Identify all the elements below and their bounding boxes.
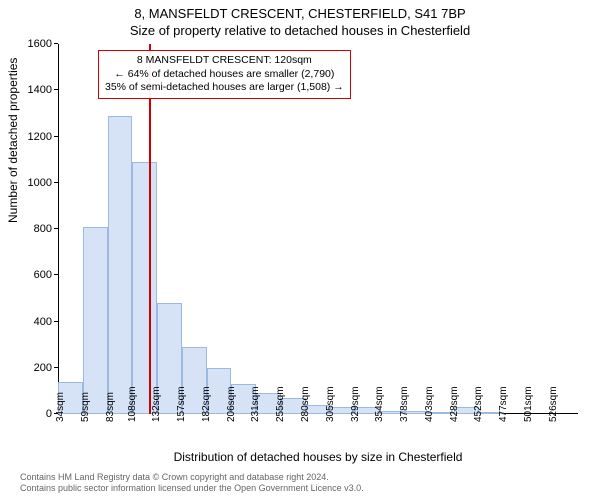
y-tick-label: 1000 (28, 177, 52, 189)
y-tick-label: 200 (34, 362, 52, 374)
y-tick-label: 1200 (28, 131, 52, 143)
x-tick-label: 378sqm (399, 386, 410, 422)
x-tick-label: 231sqm (251, 386, 262, 422)
y-tick-label: 400 (34, 316, 52, 328)
x-tick-label: 34sqm (55, 392, 66, 422)
histogram-bar (83, 227, 108, 414)
y-tick-label: 0 (46, 408, 52, 420)
histogram-bar (108, 116, 133, 414)
x-tick-label: 477sqm (498, 386, 509, 422)
x-tick-label: 206sqm (226, 386, 237, 422)
chart-title-line1: 8, MANSFELDT CRESCENT, CHESTERFIELD, S41… (0, 0, 600, 21)
y-tick-mark (54, 136, 58, 137)
footer-line2: Contains public sector information licen… (20, 483, 364, 494)
x-tick-label: 132sqm (152, 386, 163, 422)
y-tick-label: 1600 (28, 38, 52, 50)
y-tick-mark (54, 43, 58, 44)
annotation-line: ← 64% of detached houses are smaller (2,… (105, 68, 344, 82)
x-tick-label: 329sqm (350, 386, 361, 422)
x-tick-label: 182sqm (201, 386, 212, 422)
plot-area: 0200400600800100012001400160034sqm59sqm8… (58, 44, 578, 414)
x-tick-label: 108sqm (127, 386, 138, 422)
y-tick-mark (54, 89, 58, 90)
y-tick-label: 1400 (28, 84, 52, 96)
footer-line1: Contains HM Land Registry data © Crown c… (20, 472, 364, 483)
y-tick-mark (54, 274, 58, 275)
y-tick-label: 600 (34, 269, 52, 281)
marker-line (149, 44, 151, 414)
x-tick-label: 403sqm (424, 386, 435, 422)
y-tick-mark (54, 367, 58, 368)
chart-title-line2: Size of property relative to detached ho… (0, 21, 600, 38)
annotation-box: 8 MANSFELDT CRESCENT: 120sqm← 64% of det… (98, 50, 351, 99)
y-tick-label: 800 (34, 223, 52, 235)
x-tick-label: 305sqm (325, 386, 336, 422)
annotation-line: 8 MANSFELDT CRESCENT: 120sqm (105, 54, 344, 68)
x-tick-label: 428sqm (449, 386, 460, 422)
x-tick-label: 501sqm (523, 386, 534, 422)
x-axis-label: Distribution of detached houses by size … (58, 450, 578, 464)
x-tick-label: 83sqm (105, 392, 116, 422)
y-axis-label: Number of detached properties (6, 58, 20, 223)
x-tick-label: 59sqm (80, 392, 91, 422)
x-tick-label: 280sqm (300, 386, 311, 422)
annotation-line: 35% of semi-detached houses are larger (… (105, 81, 344, 95)
y-tick-mark (54, 228, 58, 229)
x-tick-label: 354sqm (374, 386, 385, 422)
x-tick-label: 526sqm (548, 386, 559, 422)
y-tick-mark (54, 182, 58, 183)
footer-attribution: Contains HM Land Registry data © Crown c… (20, 472, 364, 494)
x-tick-label: 452sqm (474, 386, 485, 422)
x-tick-label: 255sqm (275, 386, 286, 422)
y-tick-mark (54, 321, 58, 322)
x-tick-label: 157sqm (176, 386, 187, 422)
y-axis (58, 44, 59, 414)
histogram-bar (132, 162, 157, 414)
